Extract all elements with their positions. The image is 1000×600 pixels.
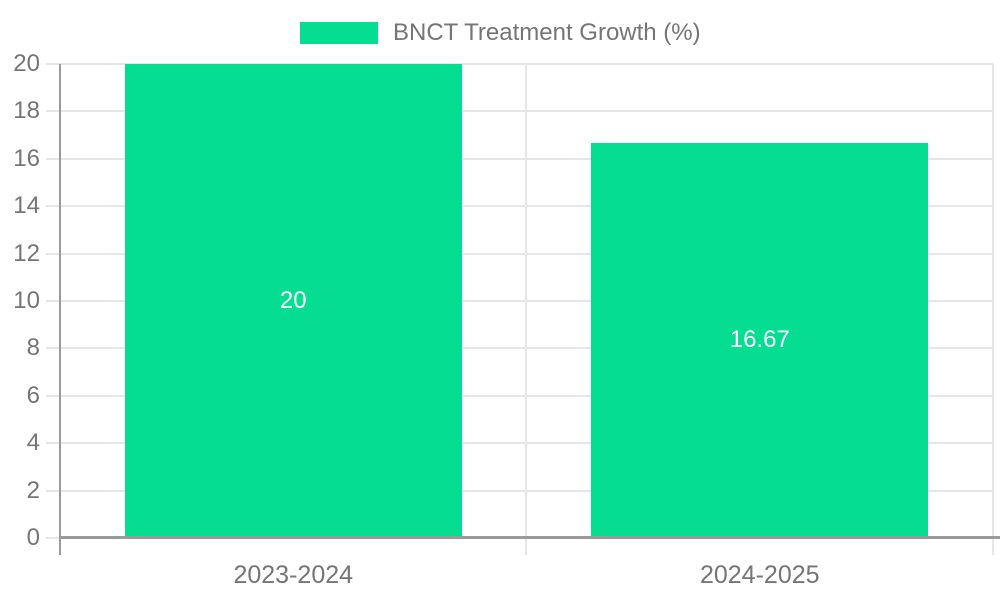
x-gridline [525,64,527,555]
x-axis-tick-label: 2023-2024 [233,561,354,589]
y-axis-tick-label: 6 [26,381,40,409]
legend-label: BNCT Treatment Growth (%) [393,19,701,46]
legend[interactable]: BNCT Treatment Growth (%) [300,18,701,48]
y-axis-line [59,64,61,555]
y-axis-tick-label: 4 [26,429,40,457]
bar-2023-2024[interactable] [124,64,462,538]
bar-value-label: 20 [279,287,307,314]
y-gridline [46,300,993,302]
y-gridline [46,110,993,113]
y-axis-tick-label: 8 [26,334,40,362]
bar-2024-2025[interactable] [591,142,929,538]
x-axis-tick-label: 2024-2025 [699,561,820,589]
y-axis-tick-label: 12 [13,239,40,267]
x-gridline [991,64,994,555]
y-axis-tick-label: 10 [13,287,40,314]
legend-swatch-icon [300,22,378,44]
y-axis-tick-label: 18 [13,97,40,125]
y-axis-tick-label: 14 [13,192,40,220]
y-gridline [46,157,993,160]
y-gridline [46,205,993,208]
y-axis-tick-label: 0 [26,524,40,551]
y-gridline [46,489,993,492]
y-gridline [46,347,993,350]
y-gridline [46,442,993,445]
y-axis-tick-label: 2 [26,476,40,504]
y-gridline [46,394,993,397]
y-gridline [46,252,993,255]
bar-value-label: 16.67 [729,326,790,354]
y-axis-tick-label: 20 [13,50,40,77]
y-axis-tick-label: 16 [13,144,40,172]
y-gridline [46,63,993,65]
x-axis-line [59,536,1000,539]
